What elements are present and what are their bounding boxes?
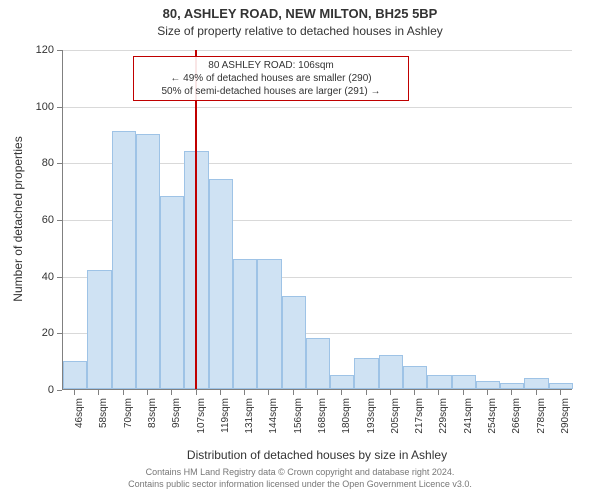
y-axis-label: Number of detached properties (11, 49, 25, 389)
x-tick-label: 266sqm (511, 398, 522, 448)
bar (330, 375, 354, 389)
x-tick-mark (268, 390, 269, 395)
x-tick-mark (293, 390, 294, 395)
x-tick-label: 193sqm (366, 398, 377, 448)
y-tick-mark (57, 277, 62, 278)
x-tick-label: 205sqm (390, 398, 401, 448)
y-tick-label: 100 (22, 101, 54, 113)
x-tick-label: 168sqm (317, 398, 328, 448)
y-tick-label: 20 (22, 327, 54, 339)
x-tick-mark (123, 390, 124, 395)
x-tick-mark (196, 390, 197, 395)
bar (379, 355, 403, 389)
x-tick-label: 107sqm (196, 398, 207, 448)
annotation-line: 50% of semi-detached houses are larger (… (138, 85, 404, 98)
x-tick-mark (487, 390, 488, 395)
x-tick-label: 290sqm (560, 398, 571, 448)
y-tick-mark (57, 107, 62, 108)
bar (63, 361, 87, 389)
y-tick-label: 60 (22, 214, 54, 226)
x-tick-mark (244, 390, 245, 395)
y-gridline (63, 50, 572, 51)
x-tick-mark (341, 390, 342, 395)
y-tick-label: 40 (22, 271, 54, 283)
y-tick-mark (57, 220, 62, 221)
bar (403, 366, 427, 389)
bar (87, 270, 111, 389)
y-tick-mark (57, 163, 62, 164)
bar (257, 259, 281, 389)
x-tick-label: 144sqm (268, 398, 279, 448)
x-tick-label: 278sqm (536, 398, 547, 448)
x-tick-mark (147, 390, 148, 395)
x-tick-mark (536, 390, 537, 395)
x-tick-label: 95sqm (171, 398, 182, 448)
bar (354, 358, 378, 389)
x-tick-label: 46sqm (74, 398, 85, 448)
bar (549, 383, 573, 389)
plot-area: 80 ASHLEY ROAD: 106sqm← 49% of detached … (62, 50, 572, 390)
x-tick-mark (511, 390, 512, 395)
bar (476, 381, 500, 390)
chart-subtitle: Size of property relative to detached ho… (0, 24, 600, 38)
annotation-line: 80 ASHLEY ROAD: 106sqm (138, 59, 404, 72)
x-tick-mark (366, 390, 367, 395)
y-gridline (63, 107, 572, 108)
y-tick-mark (57, 50, 62, 51)
x-tick-mark (220, 390, 221, 395)
y-tick-mark (57, 333, 62, 334)
x-tick-label: 217sqm (414, 398, 425, 448)
bar (500, 383, 524, 389)
x-tick-label: 254sqm (487, 398, 498, 448)
x-tick-mark (390, 390, 391, 395)
y-tick-label: 120 (22, 44, 54, 56)
y-tick-mark (57, 390, 62, 391)
x-tick-label: 58sqm (98, 398, 109, 448)
chart-area: 80 ASHLEY ROAD: 106sqm← 49% of detached … (62, 50, 572, 390)
bar (452, 375, 476, 389)
x-tick-label: 83sqm (147, 398, 158, 448)
annotation-box: 80 ASHLEY ROAD: 106sqm← 49% of detached … (133, 56, 409, 101)
x-tick-label: 241sqm (463, 398, 474, 448)
x-tick-mark (463, 390, 464, 395)
y-tick-label: 80 (22, 157, 54, 169)
x-tick-label: 119sqm (220, 398, 231, 448)
annotation-line: ← 49% of detached houses are smaller (29… (138, 72, 404, 85)
x-tick-mark (438, 390, 439, 395)
x-tick-mark (98, 390, 99, 395)
bar (209, 179, 233, 389)
bar (136, 134, 160, 389)
bar (282, 296, 306, 390)
bar (524, 378, 548, 389)
bar (184, 151, 208, 389)
y-tick-label: 0 (22, 384, 54, 396)
x-tick-mark (74, 390, 75, 395)
footer-line: Contains public sector information licen… (0, 478, 600, 490)
x-tick-label: 156sqm (293, 398, 304, 448)
x-tick-mark (171, 390, 172, 395)
x-tick-label: 70sqm (123, 398, 134, 448)
bar (306, 338, 330, 389)
x-tick-mark (560, 390, 561, 395)
footer: Contains HM Land Registry data © Crown c… (0, 466, 600, 490)
x-tick-label: 180sqm (341, 398, 352, 448)
footer-line: Contains HM Land Registry data © Crown c… (0, 466, 600, 478)
x-tick-label: 229sqm (438, 398, 449, 448)
x-tick-mark (414, 390, 415, 395)
chart-title: 80, ASHLEY ROAD, NEW MILTON, BH25 5BP (0, 6, 600, 21)
bar (160, 196, 184, 389)
x-tick-mark (317, 390, 318, 395)
bar (233, 259, 257, 389)
x-axis-label: Distribution of detached houses by size … (62, 448, 572, 462)
bar (112, 131, 136, 389)
bar (427, 375, 451, 389)
x-tick-label: 131sqm (244, 398, 255, 448)
